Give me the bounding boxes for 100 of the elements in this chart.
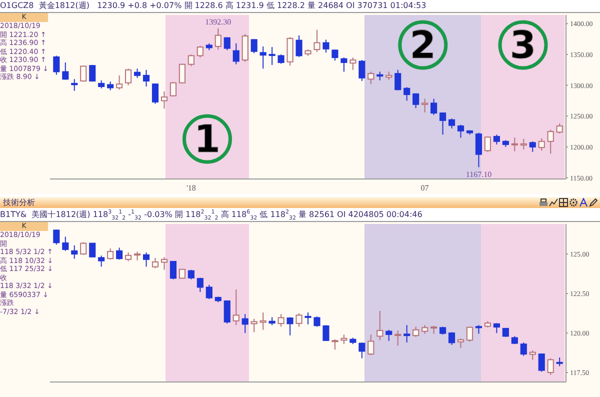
candlestick	[260, 312, 266, 330]
x-tick-label: '18	[186, 184, 196, 193]
candlestick	[250, 38, 258, 54]
candlestick	[116, 74, 123, 90]
candlestick	[260, 46, 266, 70]
candlestick	[206, 284, 212, 300]
candlestick	[412, 92, 420, 109]
candlestick	[475, 132, 482, 168]
candlestick	[286, 36, 294, 66]
candlestick	[178, 63, 186, 84]
candlestick	[368, 334, 374, 356]
annotation: 1167.10	[466, 170, 492, 179]
candlestick	[232, 42, 240, 65]
candlestick	[170, 82, 177, 97]
candlestick	[322, 39, 330, 54]
candlestick	[125, 68, 132, 86]
candlestick	[296, 34, 302, 58]
candlestick	[448, 118, 456, 129]
candlestick	[62, 62, 69, 80]
candlestick	[493, 134, 500, 145]
candlestick	[340, 334, 348, 345]
candlestick	[224, 300, 230, 324]
candlestick	[142, 252, 150, 268]
candlestick	[134, 68, 141, 78]
candlestick	[358, 60, 366, 82]
candlestick	[556, 123, 563, 134]
candlestick	[529, 350, 536, 360]
text: 1230.9 +0.8 +0.07% 開 1228.6 高 1231.9 低 1228.2 量 24684 OI 370731 01:04:53	[97, 0, 426, 12]
candlestick	[142, 69, 150, 88]
candlestick	[322, 324, 330, 342]
candlestick	[511, 137, 518, 152]
candlestick	[448, 332, 456, 346]
candlestick	[314, 29, 320, 52]
text: B1TY&	[0, 210, 27, 219]
candlestick	[520, 138, 527, 150]
candlestick	[296, 312, 302, 328]
candlestick	[439, 112, 446, 136]
text: O1GCZ8	[0, 0, 34, 12]
candlestick	[466, 326, 474, 342]
band-label: 1	[194, 117, 220, 161]
candlestick	[484, 136, 491, 152]
candlestick	[80, 66, 87, 82]
candlestick	[214, 28, 222, 50]
candlestick	[520, 342, 527, 356]
candlestick	[404, 324, 410, 343]
candlestick	[53, 55, 60, 76]
candlestick	[224, 36, 230, 51]
candlestick	[332, 49, 338, 62]
candlestick	[358, 342, 366, 359]
annotation: 1392.30	[205, 17, 232, 26]
candlestick	[250, 318, 258, 333]
candlestick	[232, 289, 240, 326]
candlestick	[89, 242, 96, 258]
candlestick	[422, 98, 428, 113]
candlestick	[350, 57, 356, 70]
x-tick-label: 07	[420, 184, 429, 193]
candlestick	[394, 69, 402, 91]
band-label: 2	[410, 23, 436, 67]
candlestick	[62, 236, 69, 252]
candlestick	[188, 269, 194, 280]
candlestick	[107, 248, 114, 260]
candlestick	[170, 260, 177, 280]
candlestick	[404, 86, 410, 102]
candlestick	[368, 71, 374, 85]
candlestick	[71, 78, 78, 92]
candlestick	[538, 138, 545, 152]
candlestick	[196, 277, 204, 292]
chart-title: 技術分析	[0, 197, 600, 208]
candlestick	[529, 140, 536, 152]
candlestick	[152, 257, 159, 269]
candlestick	[493, 322, 500, 334]
candlestick	[386, 329, 392, 342]
candlestick	[98, 255, 105, 268]
candlestick	[53, 229, 60, 246]
chart-title: 黃金1812(週)	[38, 0, 90, 12]
candlestick	[71, 244, 78, 260]
candlestick	[340, 57, 348, 72]
candlestick	[188, 54, 194, 67]
candlestick	[394, 330, 402, 346]
candlestick	[286, 316, 294, 336]
band-label: 3	[510, 23, 536, 67]
candlestick	[538, 353, 545, 372]
candlestick	[152, 82, 159, 104]
candlestick	[430, 98, 438, 116]
candlestick	[278, 314, 284, 328]
candlestick	[457, 124, 464, 138]
candlestick	[242, 314, 248, 334]
candlestick	[547, 129, 554, 154]
candlestick	[376, 310, 384, 341]
candlestick	[332, 338, 338, 350]
candlestick	[268, 46, 276, 66]
candlestick	[80, 242, 87, 256]
candlestick	[304, 312, 312, 325]
candlestick	[278, 54, 284, 64]
candlestick	[160, 90, 168, 110]
candlestick	[547, 358, 554, 376]
candlestick	[457, 338, 464, 349]
candlestick	[116, 247, 123, 260]
candlestick	[196, 45, 204, 58]
candlestick	[314, 316, 320, 328]
